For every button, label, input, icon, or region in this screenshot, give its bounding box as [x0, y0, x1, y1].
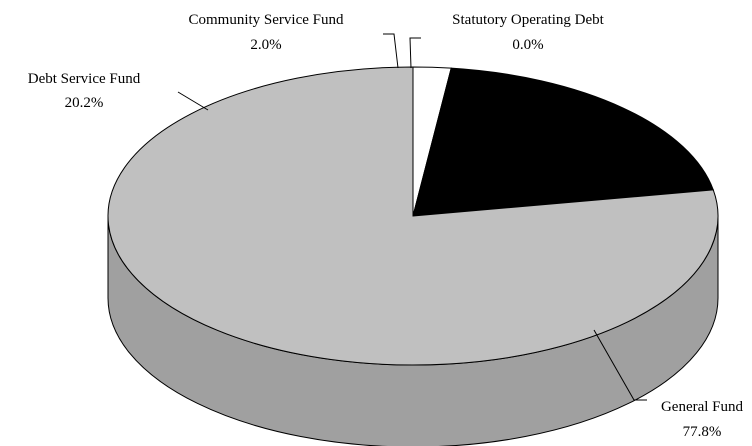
slice-pct-statutory-operating-debt: 0.0% [512, 37, 543, 53]
slice-pct-community-service-fund: 2.0% [250, 37, 281, 53]
slice-pct-general-fund: 77.8% [683, 424, 722, 440]
slice-name-debt-service-fund: Debt Service Fund [28, 71, 141, 87]
slice-name-general-fund: General Fund [661, 399, 744, 415]
pie-slice-debt-service-fund [412, 67, 714, 217]
pie-slice-general-fund [107, 66, 719, 366]
pie-top-faces [107, 66, 719, 366]
leader-line-debt-service-fund [177, 91, 209, 111]
leader-lines [177, 33, 647, 401]
leader-line-community-service-fund [383, 33, 399, 69]
slice-pct-debt-service-fund: 20.2% [65, 95, 104, 111]
slice-name-community-service-fund: Community Service Fund [189, 12, 344, 28]
slice-name-statutory-operating-debt: Statutory Operating Debt [452, 12, 604, 28]
leader-line-general-fund [593, 329, 647, 401]
leader-line-statutory-operating-debt [409, 37, 421, 69]
